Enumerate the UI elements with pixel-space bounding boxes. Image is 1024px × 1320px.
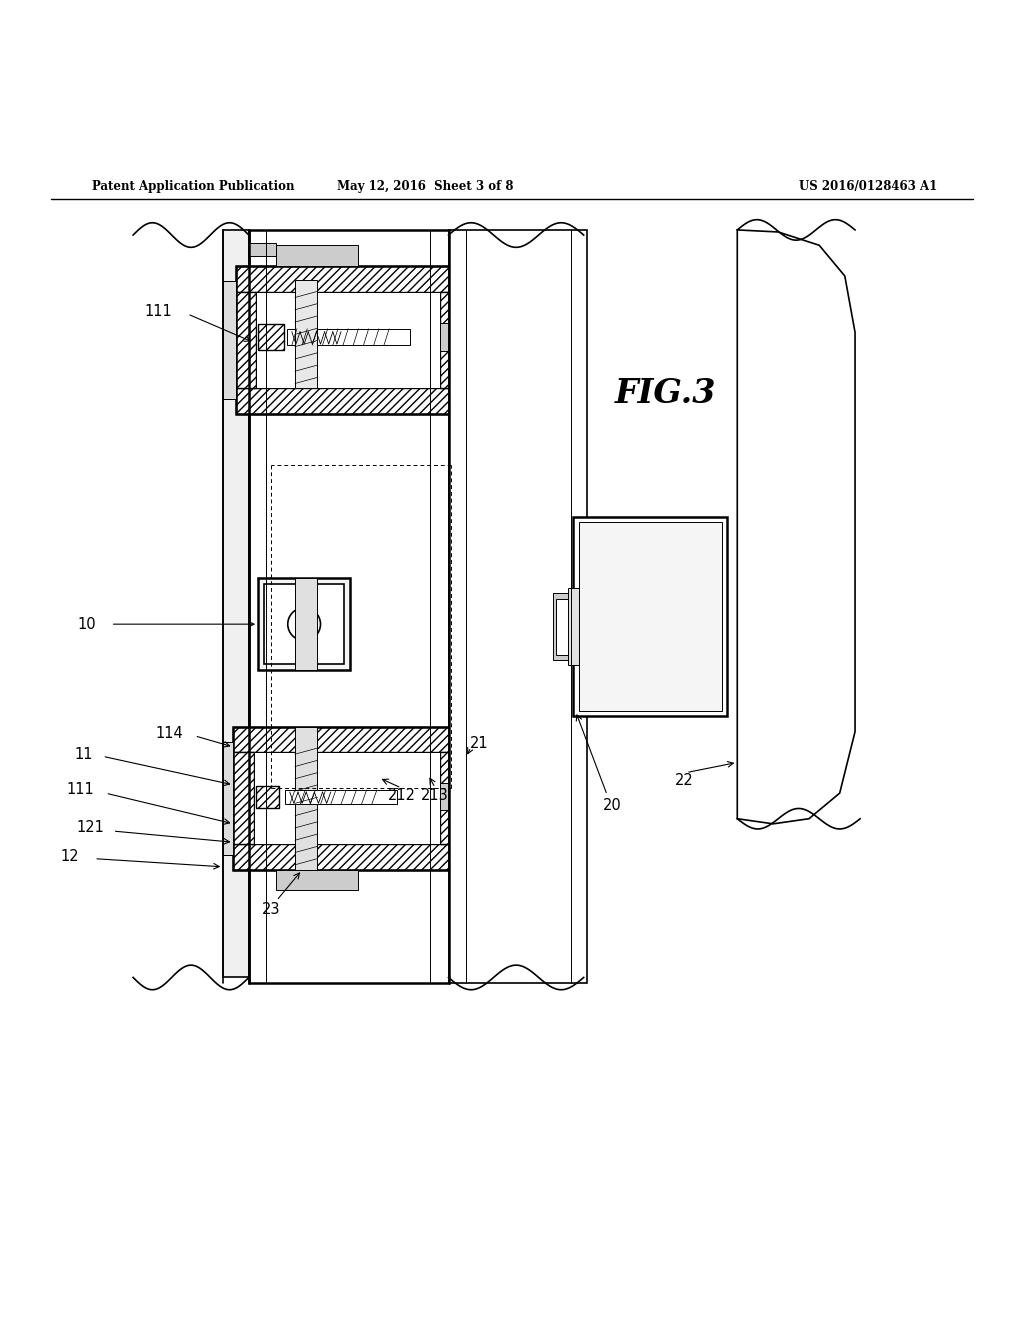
Bar (295, 726, 317, 870)
Bar (258, 578, 350, 671)
Bar (276, 870, 358, 891)
Bar (236, 293, 256, 388)
Bar (449, 682, 515, 701)
Bar (223, 230, 249, 977)
Bar (440, 783, 461, 809)
Bar (258, 323, 284, 350)
Text: 114: 114 (155, 726, 183, 742)
Polygon shape (737, 230, 855, 824)
Text: 12: 12 (60, 849, 79, 865)
Text: 23: 23 (262, 903, 281, 917)
Bar (449, 838, 515, 857)
Bar (568, 589, 579, 665)
Bar (276, 246, 358, 265)
Text: 22: 22 (675, 774, 693, 788)
Bar (449, 594, 561, 649)
Bar (449, 230, 587, 982)
Text: US 2016/0128463 A1: US 2016/0128463 A1 (799, 181, 937, 194)
Bar (440, 752, 461, 845)
Text: Patent Application Publication: Patent Application Publication (92, 181, 295, 194)
Bar (556, 598, 572, 655)
Bar (223, 281, 236, 399)
Bar (256, 293, 440, 388)
Text: FIG.3: FIG.3 (614, 378, 717, 411)
Bar (256, 785, 279, 808)
Bar (236, 265, 461, 414)
Bar (295, 280, 317, 388)
Bar (233, 726, 461, 870)
Bar (440, 293, 461, 388)
Text: 213: 213 (421, 788, 450, 803)
Text: 111: 111 (66, 781, 94, 796)
Bar (449, 444, 561, 466)
Text: 212: 212 (387, 788, 416, 803)
Bar (287, 329, 410, 345)
Bar (258, 323, 284, 350)
Text: 111: 111 (144, 305, 173, 319)
Text: 10: 10 (78, 616, 96, 632)
Bar (254, 752, 440, 845)
Bar (440, 322, 461, 351)
Text: May 12, 2016  Sheet 3 of 8: May 12, 2016 Sheet 3 of 8 (337, 181, 513, 194)
Bar (553, 594, 575, 660)
Bar (285, 791, 397, 804)
Bar (295, 578, 317, 671)
Bar (573, 516, 727, 717)
Bar (233, 752, 254, 845)
Bar (233, 845, 461, 870)
Bar (223, 742, 233, 854)
Bar (249, 243, 276, 256)
Bar (233, 726, 461, 752)
Bar (236, 388, 461, 414)
Bar (579, 521, 722, 711)
Text: 21: 21 (470, 737, 488, 751)
Bar (264, 585, 344, 664)
Bar (256, 785, 279, 808)
Circle shape (288, 607, 321, 640)
Bar (461, 603, 553, 642)
Text: 11: 11 (75, 747, 93, 762)
Bar (236, 265, 461, 293)
Text: 121: 121 (76, 821, 104, 836)
Bar (249, 230, 449, 982)
Text: 20: 20 (603, 797, 622, 813)
